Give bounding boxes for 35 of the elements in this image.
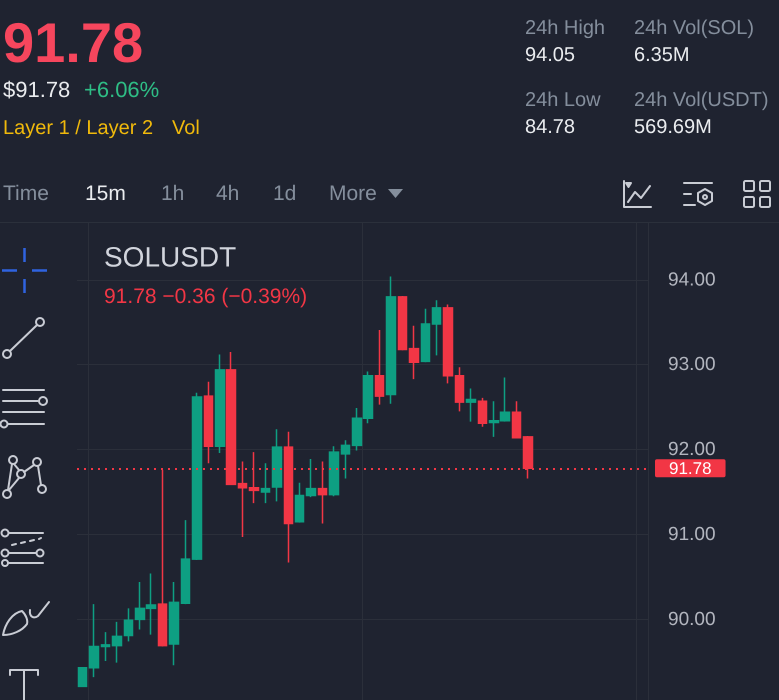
text: 94.05 (525, 44, 576, 66)
text: $91.78 (3, 77, 70, 102)
text: 4h (216, 182, 240, 205)
text: 91.78 (3, 11, 144, 74)
text: 24h Low (525, 89, 601, 111)
text: Layer 1 / Layer 2 (3, 117, 154, 139)
text: 569.69M (634, 116, 712, 138)
candlestick (374, 329, 384, 406)
text: SOLUSDT (104, 242, 236, 272)
y-tick-label: 93.00 (668, 354, 716, 376)
text: More (329, 182, 377, 205)
candlestick (204, 380, 214, 464)
candlestick (466, 388, 476, 422)
text: 24h Vol(USDT) (634, 89, 768, 111)
y-tick-label: 91.00 (668, 524, 716, 545)
candlestick (214, 354, 226, 454)
text: Vol (172, 117, 200, 139)
text: Time (3, 182, 49, 205)
text: 84.78 (525, 116, 576, 138)
y-tick-label: 94.00 (668, 269, 716, 290)
text: 91.78 −0.36 (−0.39%) (104, 285, 308, 308)
candlestick (386, 276, 396, 405)
text: 6.35M (634, 44, 690, 66)
text: 24h Vol(SOL) (634, 17, 754, 39)
candlestick (478, 397, 488, 428)
text: 1d (273, 182, 296, 205)
candlestick (260, 462, 270, 504)
text: 15m (85, 182, 126, 205)
candlestick (272, 428, 282, 502)
text: 24h High (525, 17, 606, 39)
text: 1h (161, 182, 184, 205)
ref-line-label: 91.78 (669, 458, 712, 478)
text: +6.06% (84, 77, 160, 102)
y-tick-label: 92.00 (668, 439, 716, 460)
y-tick-label: 90.00 (668, 608, 716, 630)
